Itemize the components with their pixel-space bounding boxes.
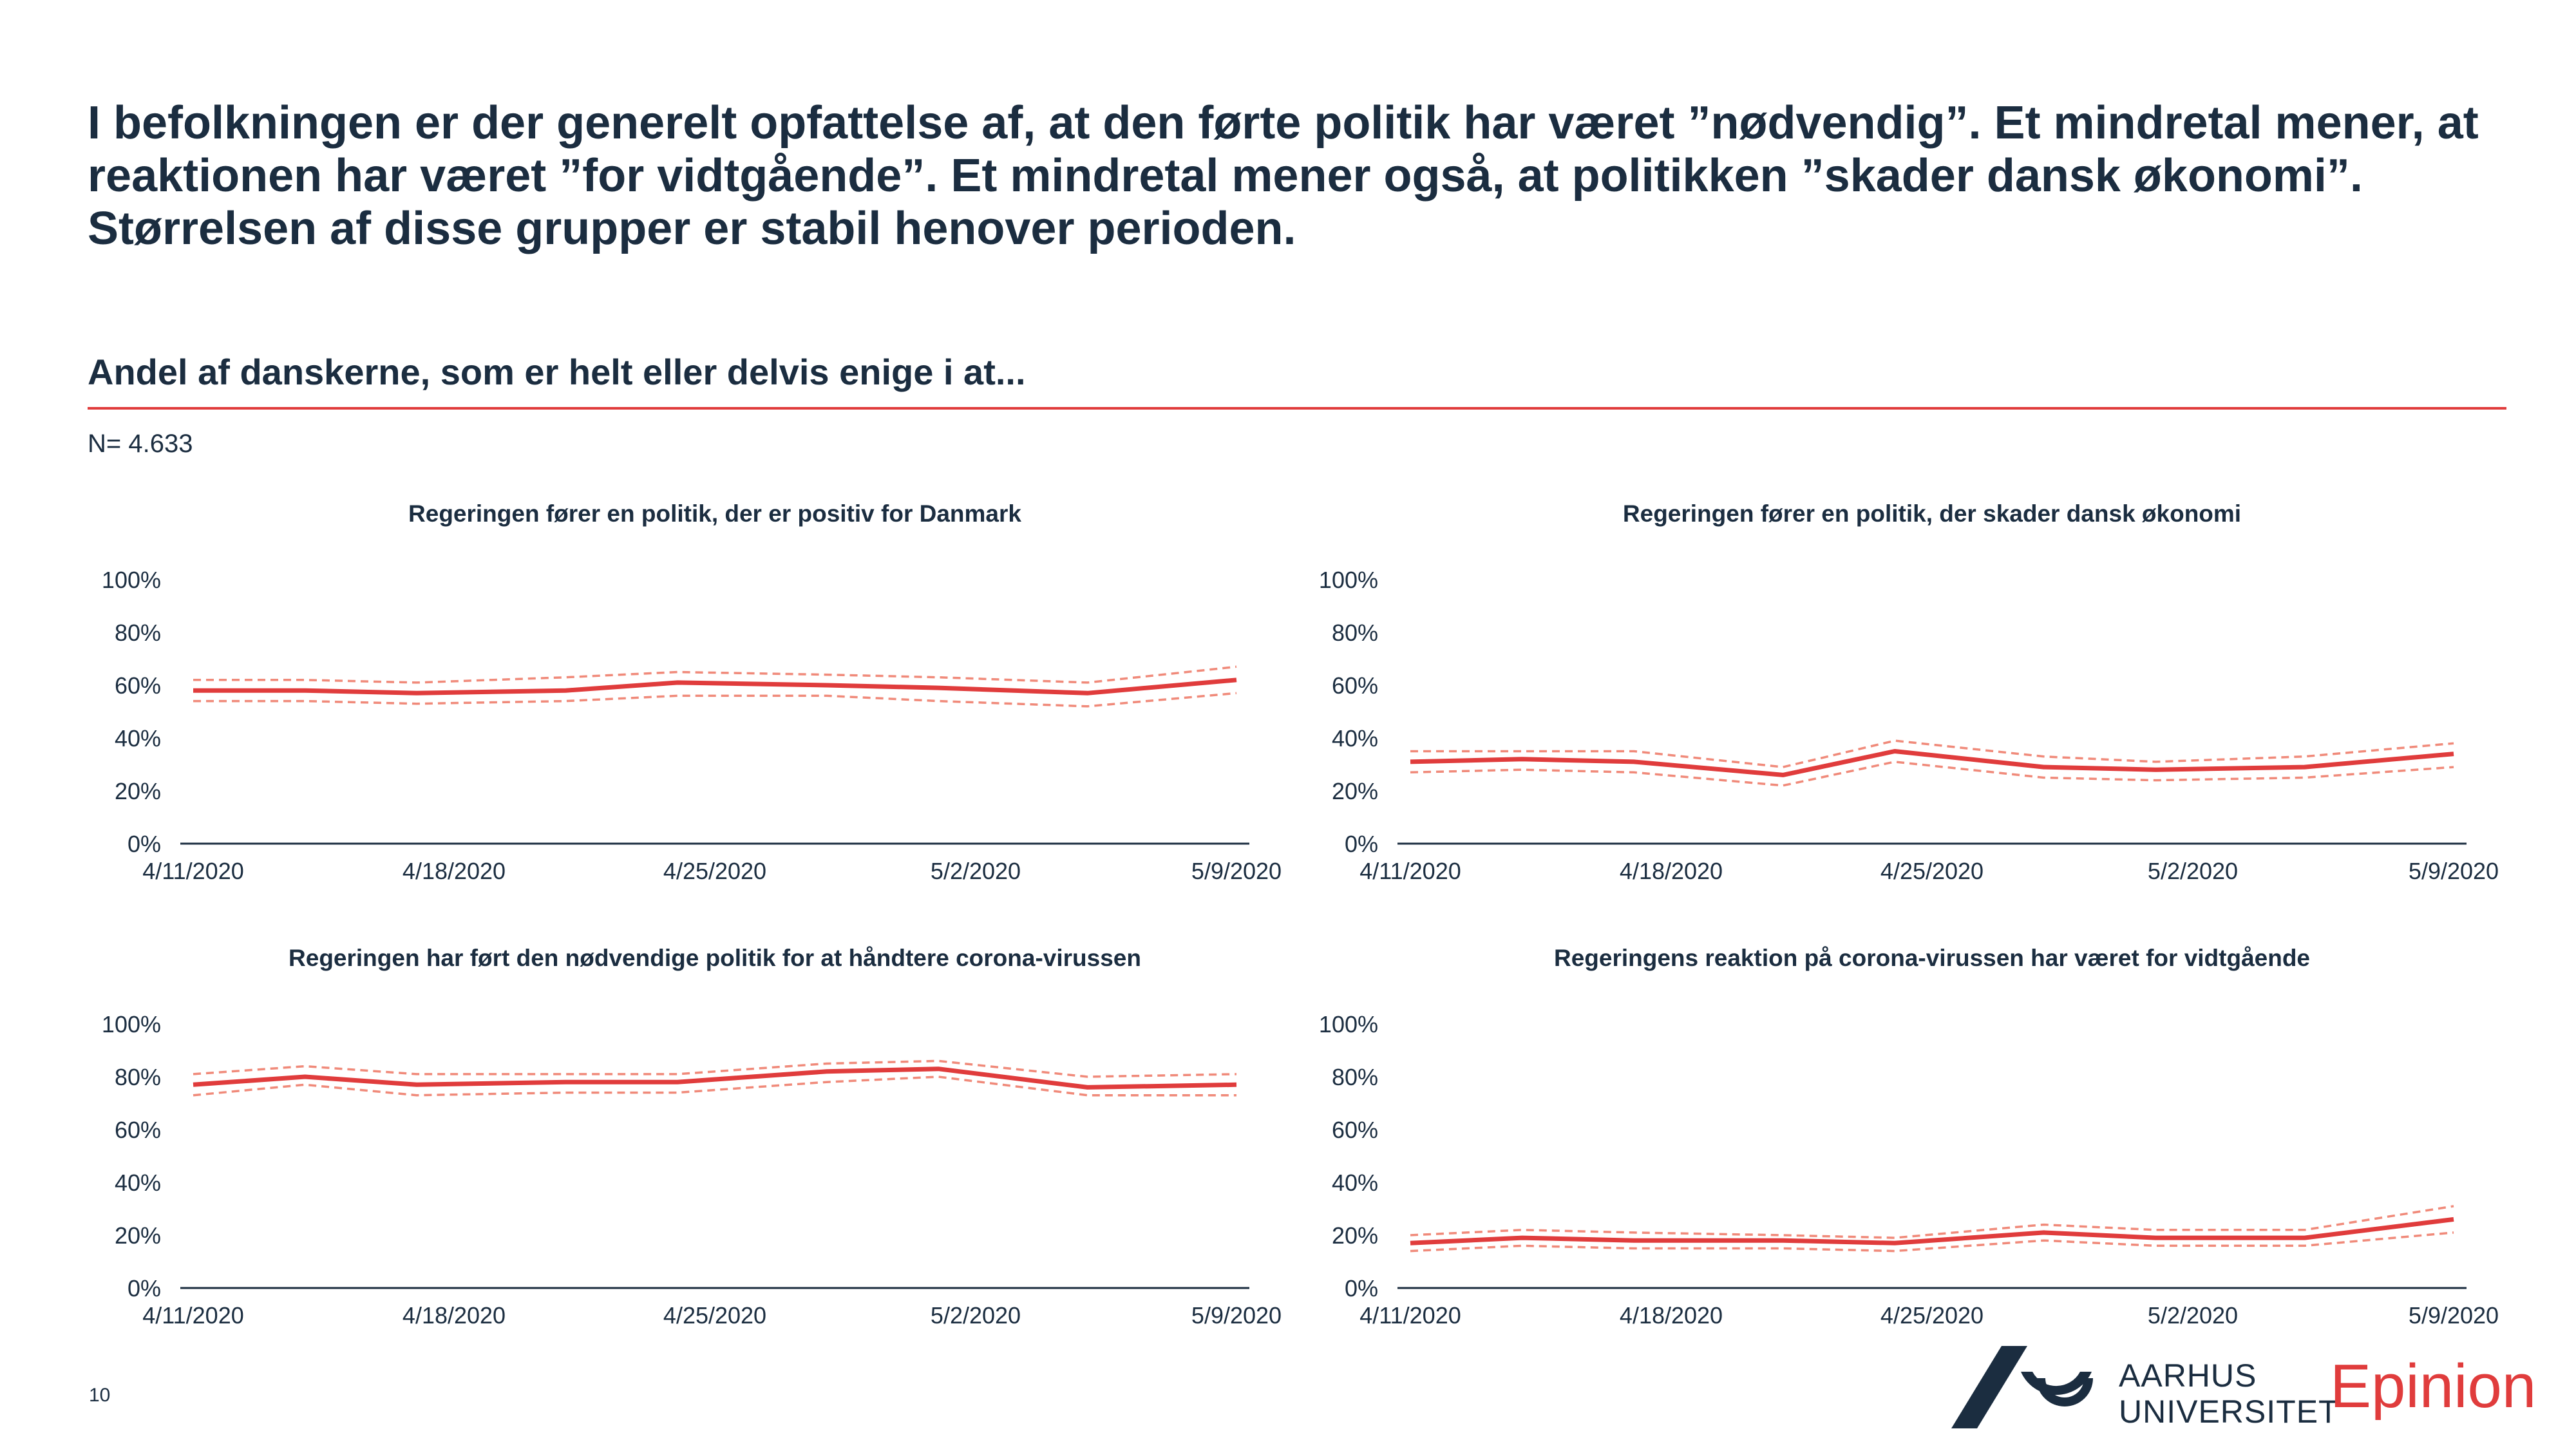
series-line-estimate	[1410, 1217, 2454, 1245]
x-tick-label: 4/25/2020	[663, 858, 766, 884]
x-tick-label: 5/2/2020	[931, 858, 1021, 884]
series-line-estimate	[193, 677, 1237, 696]
y-tick-label: 20%	[115, 1222, 161, 1249]
x-tick-label: 4/18/2020	[402, 858, 506, 884]
series-line-upper	[1410, 1205, 2454, 1239]
sample-size-label: N= 4.633	[88, 430, 193, 458]
x-tick-label: 5/9/2020	[2409, 858, 2499, 884]
y-tick-label: 80%	[1332, 1064, 1378, 1090]
y-tick-label: 80%	[115, 1064, 161, 1090]
divider-rule	[88, 407, 2506, 410]
y-tick-label: 20%	[115, 778, 161, 804]
chart-title: Regeringen har ført den nødvendige polit…	[289, 945, 1141, 971]
x-tick-label: 4/25/2020	[1880, 1302, 1984, 1329]
y-tick-label: 40%	[115, 725, 161, 752]
epinion-logo: Epinion	[2330, 1352, 2537, 1421]
x-tick-label: 5/2/2020	[931, 1302, 1021, 1329]
y-tick-label: 100%	[102, 567, 161, 593]
x-tick-label: 4/25/2020	[1880, 858, 1984, 884]
series-line-lower	[1410, 1231, 2454, 1253]
y-tick-label: 0%	[128, 831, 161, 857]
chart-necessary-policy: Regeringen har ført den nødvendige polit…	[90, 940, 1301, 1340]
x-tick-label: 5/2/2020	[2148, 1302, 2238, 1329]
x-tick-label: 4/11/2020	[1359, 858, 1461, 884]
chart-too-far-reaching: Regeringens reaktion på corona-virussen …	[1307, 940, 2518, 1340]
y-tick-label: 0%	[128, 1275, 161, 1302]
aarhus-university-wordmark: AARHUS UNIVERSITET	[2119, 1358, 2339, 1430]
y-tick-label: 20%	[1332, 778, 1378, 804]
y-tick-label: 40%	[1332, 1170, 1378, 1196]
y-tick-label: 60%	[1332, 1117, 1378, 1143]
x-tick-label: 5/9/2020	[1191, 1302, 1282, 1329]
series-line-upper	[193, 1059, 1237, 1078]
series-line-lower	[1410, 761, 2454, 787]
y-tick-label: 100%	[1319, 1011, 1378, 1037]
x-tick-label: 4/18/2020	[402, 1302, 506, 1329]
series-line-upper	[193, 665, 1237, 684]
y-tick-label: 60%	[115, 1117, 161, 1143]
x-tick-label: 4/18/2020	[1620, 1302, 1723, 1329]
x-tick-label: 4/25/2020	[663, 1302, 766, 1329]
y-tick-label: 0%	[1345, 1275, 1378, 1302]
x-tick-label: 4/18/2020	[1620, 858, 1723, 884]
y-tick-label: 20%	[1332, 1222, 1378, 1249]
section-subtitle: Andel af danskerne, som er helt eller de…	[88, 352, 1026, 392]
logo-line-1: AARHUS	[2119, 1358, 2257, 1394]
y-tick-label: 100%	[1319, 567, 1378, 593]
aarhus-university-logo-icon	[1951, 1346, 2093, 1428]
y-tick-label: 40%	[115, 1170, 161, 1196]
chart-title: Regeringen fører en politik, der er posi…	[408, 500, 1021, 527]
x-tick-label: 4/11/2020	[142, 858, 243, 884]
x-tick-label: 5/9/2020	[2409, 1302, 2499, 1329]
x-tick-label: 4/11/2020	[142, 1302, 243, 1329]
y-tick-label: 80%	[1332, 620, 1378, 646]
x-tick-label: 5/2/2020	[2148, 858, 2238, 884]
series-line-estimate	[1410, 749, 2454, 777]
series-line-estimate	[193, 1066, 1237, 1090]
y-tick-label: 60%	[115, 672, 161, 699]
page-headline: I befolkningen er der generelt opfattels…	[88, 97, 2479, 254]
chart-positive-for-denmark: Regeringen fører en politik, der er posi…	[90, 496, 1301, 895]
y-tick-label: 80%	[115, 620, 161, 646]
y-tick-label: 60%	[1332, 672, 1378, 699]
y-tick-label: 40%	[1332, 725, 1378, 752]
page-number: 10	[89, 1385, 111, 1406]
y-tick-label: 100%	[102, 1011, 161, 1037]
x-tick-label: 4/11/2020	[1359, 1302, 1461, 1329]
series-line-lower	[193, 692, 1237, 708]
chart-title: Regeringen fører en politik, der skader …	[1623, 500, 2241, 527]
chart-title: Regeringens reaktion på corona-virussen …	[1554, 945, 2310, 971]
x-tick-label: 5/9/2020	[1191, 858, 1282, 884]
series-line-upper	[1410, 739, 2454, 768]
y-tick-label: 0%	[1345, 831, 1378, 857]
logo-line-2: UNIVERSITET	[2119, 1394, 2339, 1430]
chart-harms-economy: Regeringen fører en politik, der skader …	[1307, 496, 2518, 895]
